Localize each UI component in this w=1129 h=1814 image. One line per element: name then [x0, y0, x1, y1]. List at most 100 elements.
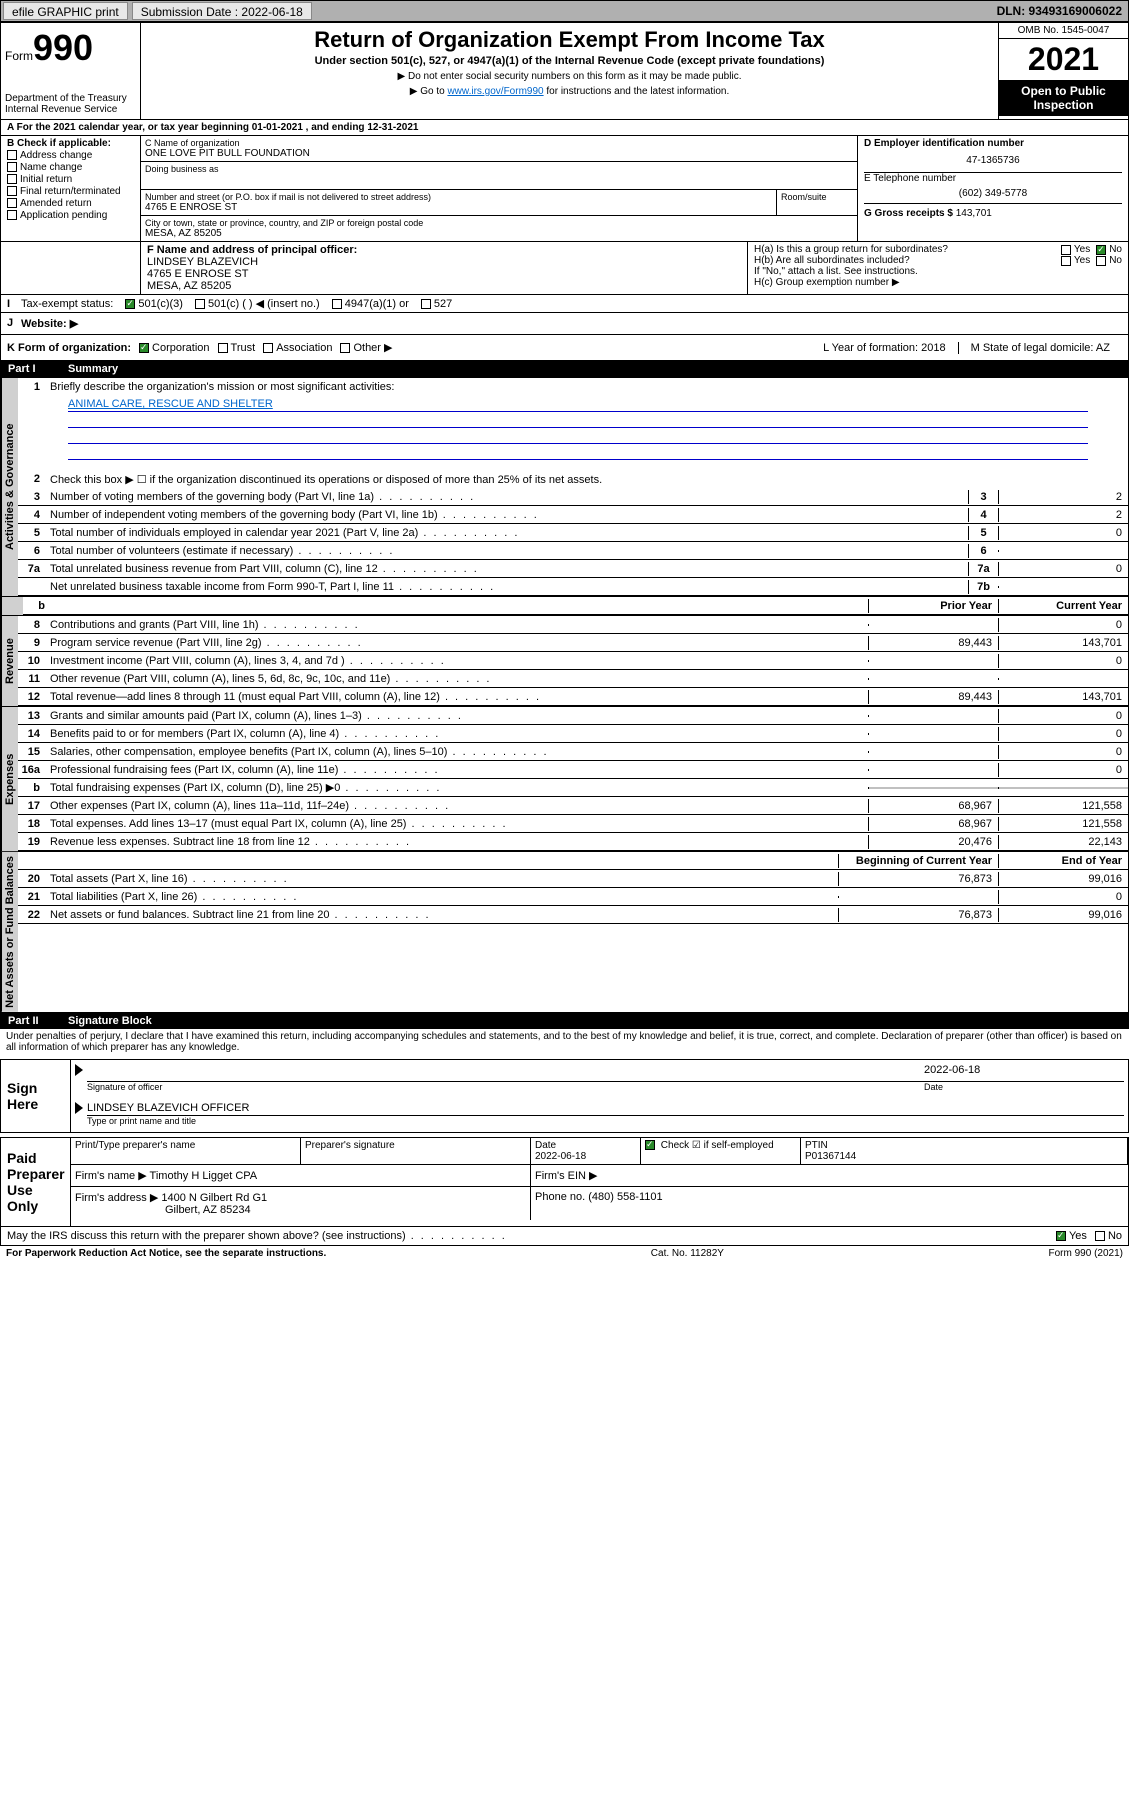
vert-net-assets: Net Assets or Fund Balances: [1, 852, 18, 1012]
tax-year: 2021: [999, 39, 1128, 80]
penalties-text: Under penalties of perjury, I declare th…: [0, 1029, 1129, 1055]
arrow-icon: [75, 1102, 83, 1114]
form-number: 990: [33, 27, 93, 69]
form-word: Form: [5, 49, 33, 63]
cb-ha-yes[interactable]: [1061, 245, 1071, 255]
page-footer: For Paperwork Reduction Act Notice, see …: [0, 1246, 1129, 1261]
form-title: Return of Organization Exempt From Incom…: [151, 27, 988, 53]
sign-here-block: Sign Here 2022-06-18 Signature of office…: [0, 1059, 1129, 1133]
cb-other[interactable]: [340, 343, 350, 353]
org-name: ONE LOVE PIT BULL FOUNDATION: [145, 148, 853, 159]
gross-receipts: 143,701: [956, 208, 992, 219]
cb-501c3[interactable]: [125, 299, 135, 309]
paid-preparer-block: Paid Preparer Use Only Print/Type prepar…: [0, 1137, 1129, 1227]
summary-row: 8Contributions and grants (Part VIII, li…: [18, 616, 1128, 634]
summary-row: 3Number of voting members of the governi…: [18, 488, 1128, 506]
efile-topbar: efile GRAPHIC print Submission Date : 20…: [0, 0, 1129, 22]
summary-row: Net unrelated business taxable income fr…: [18, 578, 1128, 596]
officer-name: LINDSEY BLAZEVICH: [147, 256, 741, 268]
dln-label: DLN: 93493169006022: [997, 4, 1128, 18]
submission-date-btn[interactable]: Submission Date : 2022-06-18: [132, 2, 312, 20]
part-1-header: Part I Summary: [0, 361, 1129, 377]
preparer-phone: (480) 558-1101: [588, 1191, 662, 1203]
section-h: H(a) Is this a group return for subordin…: [748, 242, 1128, 294]
cb-association[interactable]: [263, 343, 273, 353]
mission-text: ANIMAL CARE, RESCUE AND SHELTER: [68, 398, 1088, 412]
summary-row: 6Total number of volunteers (estimate if…: [18, 542, 1128, 560]
cb-trust[interactable]: [218, 343, 228, 353]
org-city: MESA, AZ 85205: [145, 228, 853, 239]
summary-row: 18Total expenses. Add lines 13–17 (must …: [18, 815, 1128, 833]
ein-value: 47-1365736: [864, 149, 1122, 172]
officer-addr2: MESA, AZ 85205: [147, 280, 741, 292]
cb-final-return[interactable]: Final return/terminated: [7, 186, 134, 197]
summary-row: 4Number of independent voting members of…: [18, 506, 1128, 524]
efile-graphic-btn[interactable]: efile GRAPHIC print: [3, 2, 128, 20]
summary-row: bTotal fundraising expenses (Part IX, co…: [18, 779, 1128, 797]
org-address: 4765 E ENROSE ST: [145, 202, 772, 213]
section-deg: D Employer identification number 47-1365…: [858, 136, 1128, 241]
section-j: J Website: ▶: [0, 313, 1129, 335]
summary-row: 16aProfessional fundraising fees (Part I…: [18, 761, 1128, 779]
cb-527[interactable]: [421, 299, 431, 309]
section-klm: K Form of organization: Corporation Trus…: [0, 335, 1129, 361]
cb-discuss-yes[interactable]: [1056, 1231, 1066, 1241]
cb-4947[interactable]: [332, 299, 342, 309]
arrow-icon: [75, 1064, 83, 1076]
discuss-row: May the IRS discuss this return with the…: [0, 1227, 1129, 1246]
cb-address-change[interactable]: Address change: [7, 150, 134, 161]
ptin: P01367144: [805, 1151, 856, 1162]
cb-hb-no[interactable]: [1096, 256, 1106, 266]
form-subtitle: Under section 501(c), 527, or 4947(a)(1)…: [151, 55, 988, 67]
firm-address: 1400 N Gilbert Rd G1: [161, 1192, 267, 1204]
summary-row: 7aTotal unrelated business revenue from …: [18, 560, 1128, 578]
irs-link[interactable]: www.irs.gov/Form990: [447, 86, 543, 97]
firm-name: Timothy H Ligget CPA: [150, 1170, 258, 1182]
preparer-date: 2022-06-18: [535, 1151, 586, 1162]
summary-row: 22Net assets or fund balances. Subtract …: [18, 906, 1128, 924]
sign-date: 2022-06-18: [924, 1064, 1124, 1081]
section-a-tax-year: A For the 2021 calendar year, or tax yea…: [0, 120, 1129, 136]
phone-value: (602) 349-5778: [864, 184, 1122, 203]
cb-corporation[interactable]: [139, 343, 149, 353]
summary-row: 14Benefits paid to or for members (Part …: [18, 725, 1128, 743]
section-f: F Name and address of principal officer:…: [141, 242, 748, 294]
vert-expenses: Expenses: [1, 707, 18, 851]
open-to-public: Open to Public Inspection: [999, 80, 1128, 116]
cb-hb-yes[interactable]: [1061, 256, 1071, 266]
cb-amended-return[interactable]: Amended return: [7, 198, 134, 209]
summary-row: 9Program service revenue (Part VIII, lin…: [18, 634, 1128, 652]
part-2-header: Part II Signature Block: [0, 1013, 1129, 1029]
vert-revenue: Revenue: [1, 616, 18, 706]
note-ssn: ▶ Do not enter social security numbers o…: [151, 71, 988, 82]
summary-row: 20Total assets (Part X, line 16)76,87399…: [18, 870, 1128, 888]
note-goto: ▶ Go to www.irs.gov/Form990 for instruct…: [151, 86, 988, 97]
cb-self-employed[interactable]: [645, 1140, 655, 1150]
firm-city: Gilbert, AZ 85234: [165, 1204, 251, 1216]
dept-treasury: Department of the Treasury Internal Reve…: [5, 93, 136, 115]
section-b: B Check if applicable: Address change Na…: [1, 136, 141, 241]
cb-ha-no[interactable]: [1096, 245, 1106, 255]
omb-number: OMB No. 1545-0047: [999, 23, 1128, 39]
cb-initial-return[interactable]: Initial return: [7, 174, 134, 185]
section-i: I Tax-exempt status: 501(c)(3) 501(c) ( …: [0, 295, 1129, 313]
summary-row: 13Grants and similar amounts paid (Part …: [18, 707, 1128, 725]
summary-row: 21Total liabilities (Part X, line 26)0: [18, 888, 1128, 906]
officer-addr1: 4765 E ENROSE ST: [147, 268, 741, 280]
summary-row: 15Salaries, other compensation, employee…: [18, 743, 1128, 761]
cb-discuss-no[interactable]: [1095, 1231, 1105, 1241]
summary-row: 17Other expenses (Part IX, column (A), l…: [18, 797, 1128, 815]
cb-application-pending[interactable]: Application pending: [7, 210, 134, 221]
year-formation: L Year of formation: 2018: [811, 342, 959, 354]
section-bcdeg: B Check if applicable: Address change Na…: [0, 136, 1129, 242]
summary-row: 5Total number of individuals employed in…: [18, 524, 1128, 542]
section-fh: F Name and address of principal officer:…: [0, 242, 1129, 295]
section-c: C Name of organization ONE LOVE PIT BULL…: [141, 136, 858, 241]
cb-name-change[interactable]: Name change: [7, 162, 134, 173]
summary-row: 12Total revenue—add lines 8 through 11 (…: [18, 688, 1128, 706]
summary-row: 19Revenue less expenses. Subtract line 1…: [18, 833, 1128, 851]
vert-governance: Activities & Governance: [1, 378, 18, 596]
state-domicile: M State of legal domicile: AZ: [959, 342, 1122, 354]
summary-row: 11Other revenue (Part VIII, column (A), …: [18, 670, 1128, 688]
cb-501c[interactable]: [195, 299, 205, 309]
